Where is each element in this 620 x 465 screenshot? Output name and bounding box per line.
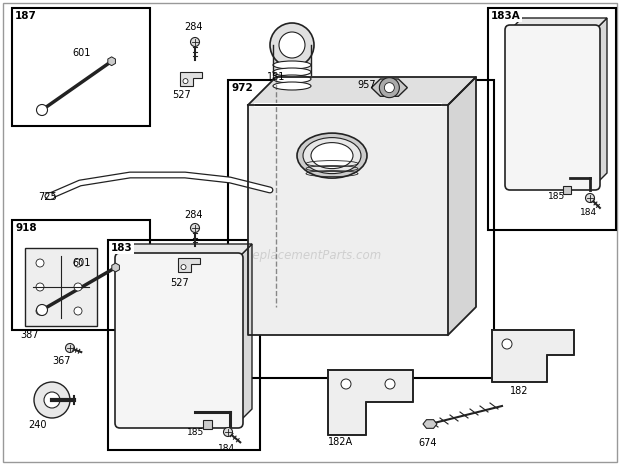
- Ellipse shape: [297, 133, 367, 178]
- Circle shape: [44, 392, 60, 408]
- Circle shape: [223, 427, 232, 437]
- Polygon shape: [112, 263, 120, 272]
- Text: 184: 184: [218, 444, 235, 453]
- Ellipse shape: [311, 143, 353, 169]
- Text: 972: 972: [231, 83, 253, 93]
- Ellipse shape: [273, 61, 311, 69]
- FancyBboxPatch shape: [505, 25, 600, 190]
- Circle shape: [37, 105, 48, 115]
- Polygon shape: [238, 244, 252, 423]
- Text: 601: 601: [72, 258, 91, 268]
- Text: 725: 725: [38, 192, 57, 202]
- FancyBboxPatch shape: [115, 253, 243, 428]
- Circle shape: [66, 344, 74, 352]
- Polygon shape: [248, 77, 476, 105]
- Text: 185: 185: [187, 428, 204, 437]
- Text: 184: 184: [580, 208, 597, 217]
- Circle shape: [34, 382, 70, 418]
- Text: 182: 182: [510, 386, 528, 396]
- Circle shape: [585, 193, 595, 202]
- Polygon shape: [108, 57, 115, 66]
- Bar: [12, 8, 150, 126]
- Polygon shape: [510, 18, 607, 30]
- Circle shape: [279, 32, 305, 58]
- Ellipse shape: [273, 75, 311, 83]
- Text: 181: 181: [267, 72, 285, 82]
- Bar: [563, 186, 571, 194]
- Text: 527: 527: [170, 278, 188, 288]
- Bar: [12, 220, 150, 330]
- Polygon shape: [248, 105, 448, 335]
- Circle shape: [74, 283, 82, 291]
- Text: 601: 601: [72, 48, 91, 58]
- Bar: [488, 8, 616, 230]
- Text: 674: 674: [418, 438, 436, 448]
- Circle shape: [36, 307, 44, 315]
- Text: 918: 918: [15, 223, 37, 233]
- Bar: [203, 420, 212, 429]
- Text: 284: 284: [184, 210, 203, 220]
- Circle shape: [190, 38, 200, 46]
- Text: 284: 284: [184, 22, 203, 32]
- Text: 187: 187: [15, 11, 37, 21]
- Circle shape: [36, 283, 44, 291]
- Circle shape: [502, 339, 512, 349]
- Polygon shape: [178, 258, 200, 272]
- Circle shape: [74, 259, 82, 267]
- Circle shape: [190, 224, 200, 232]
- Circle shape: [181, 265, 186, 270]
- Text: 527: 527: [172, 90, 191, 100]
- Circle shape: [36, 259, 44, 267]
- Circle shape: [341, 379, 351, 389]
- Polygon shape: [328, 370, 413, 435]
- Text: 240: 240: [28, 420, 46, 430]
- Circle shape: [384, 83, 394, 93]
- Polygon shape: [371, 79, 407, 96]
- Polygon shape: [423, 420, 437, 428]
- Bar: [228, 80, 494, 378]
- Text: 185: 185: [548, 192, 565, 201]
- Bar: [25, 248, 97, 326]
- Polygon shape: [595, 18, 607, 185]
- Polygon shape: [492, 330, 574, 382]
- Circle shape: [37, 305, 48, 315]
- Polygon shape: [180, 72, 202, 86]
- Bar: [273, 45, 311, 75]
- Text: 183: 183: [111, 243, 133, 253]
- Ellipse shape: [45, 193, 55, 199]
- Text: 182A: 182A: [328, 437, 353, 447]
- Ellipse shape: [273, 82, 311, 90]
- Circle shape: [385, 379, 395, 389]
- Circle shape: [270, 23, 314, 67]
- Text: 183A: 183A: [491, 11, 521, 21]
- Text: 387: 387: [20, 330, 38, 340]
- Circle shape: [74, 307, 82, 315]
- Circle shape: [379, 78, 399, 98]
- Polygon shape: [448, 77, 476, 335]
- Ellipse shape: [303, 138, 361, 173]
- Text: 367: 367: [52, 356, 71, 366]
- Circle shape: [183, 79, 188, 84]
- Text: eReplacementParts.com: eReplacementParts.com: [238, 248, 382, 261]
- Ellipse shape: [273, 68, 311, 76]
- Bar: [108, 240, 260, 450]
- Polygon shape: [120, 244, 252, 258]
- Text: 957: 957: [357, 80, 376, 90]
